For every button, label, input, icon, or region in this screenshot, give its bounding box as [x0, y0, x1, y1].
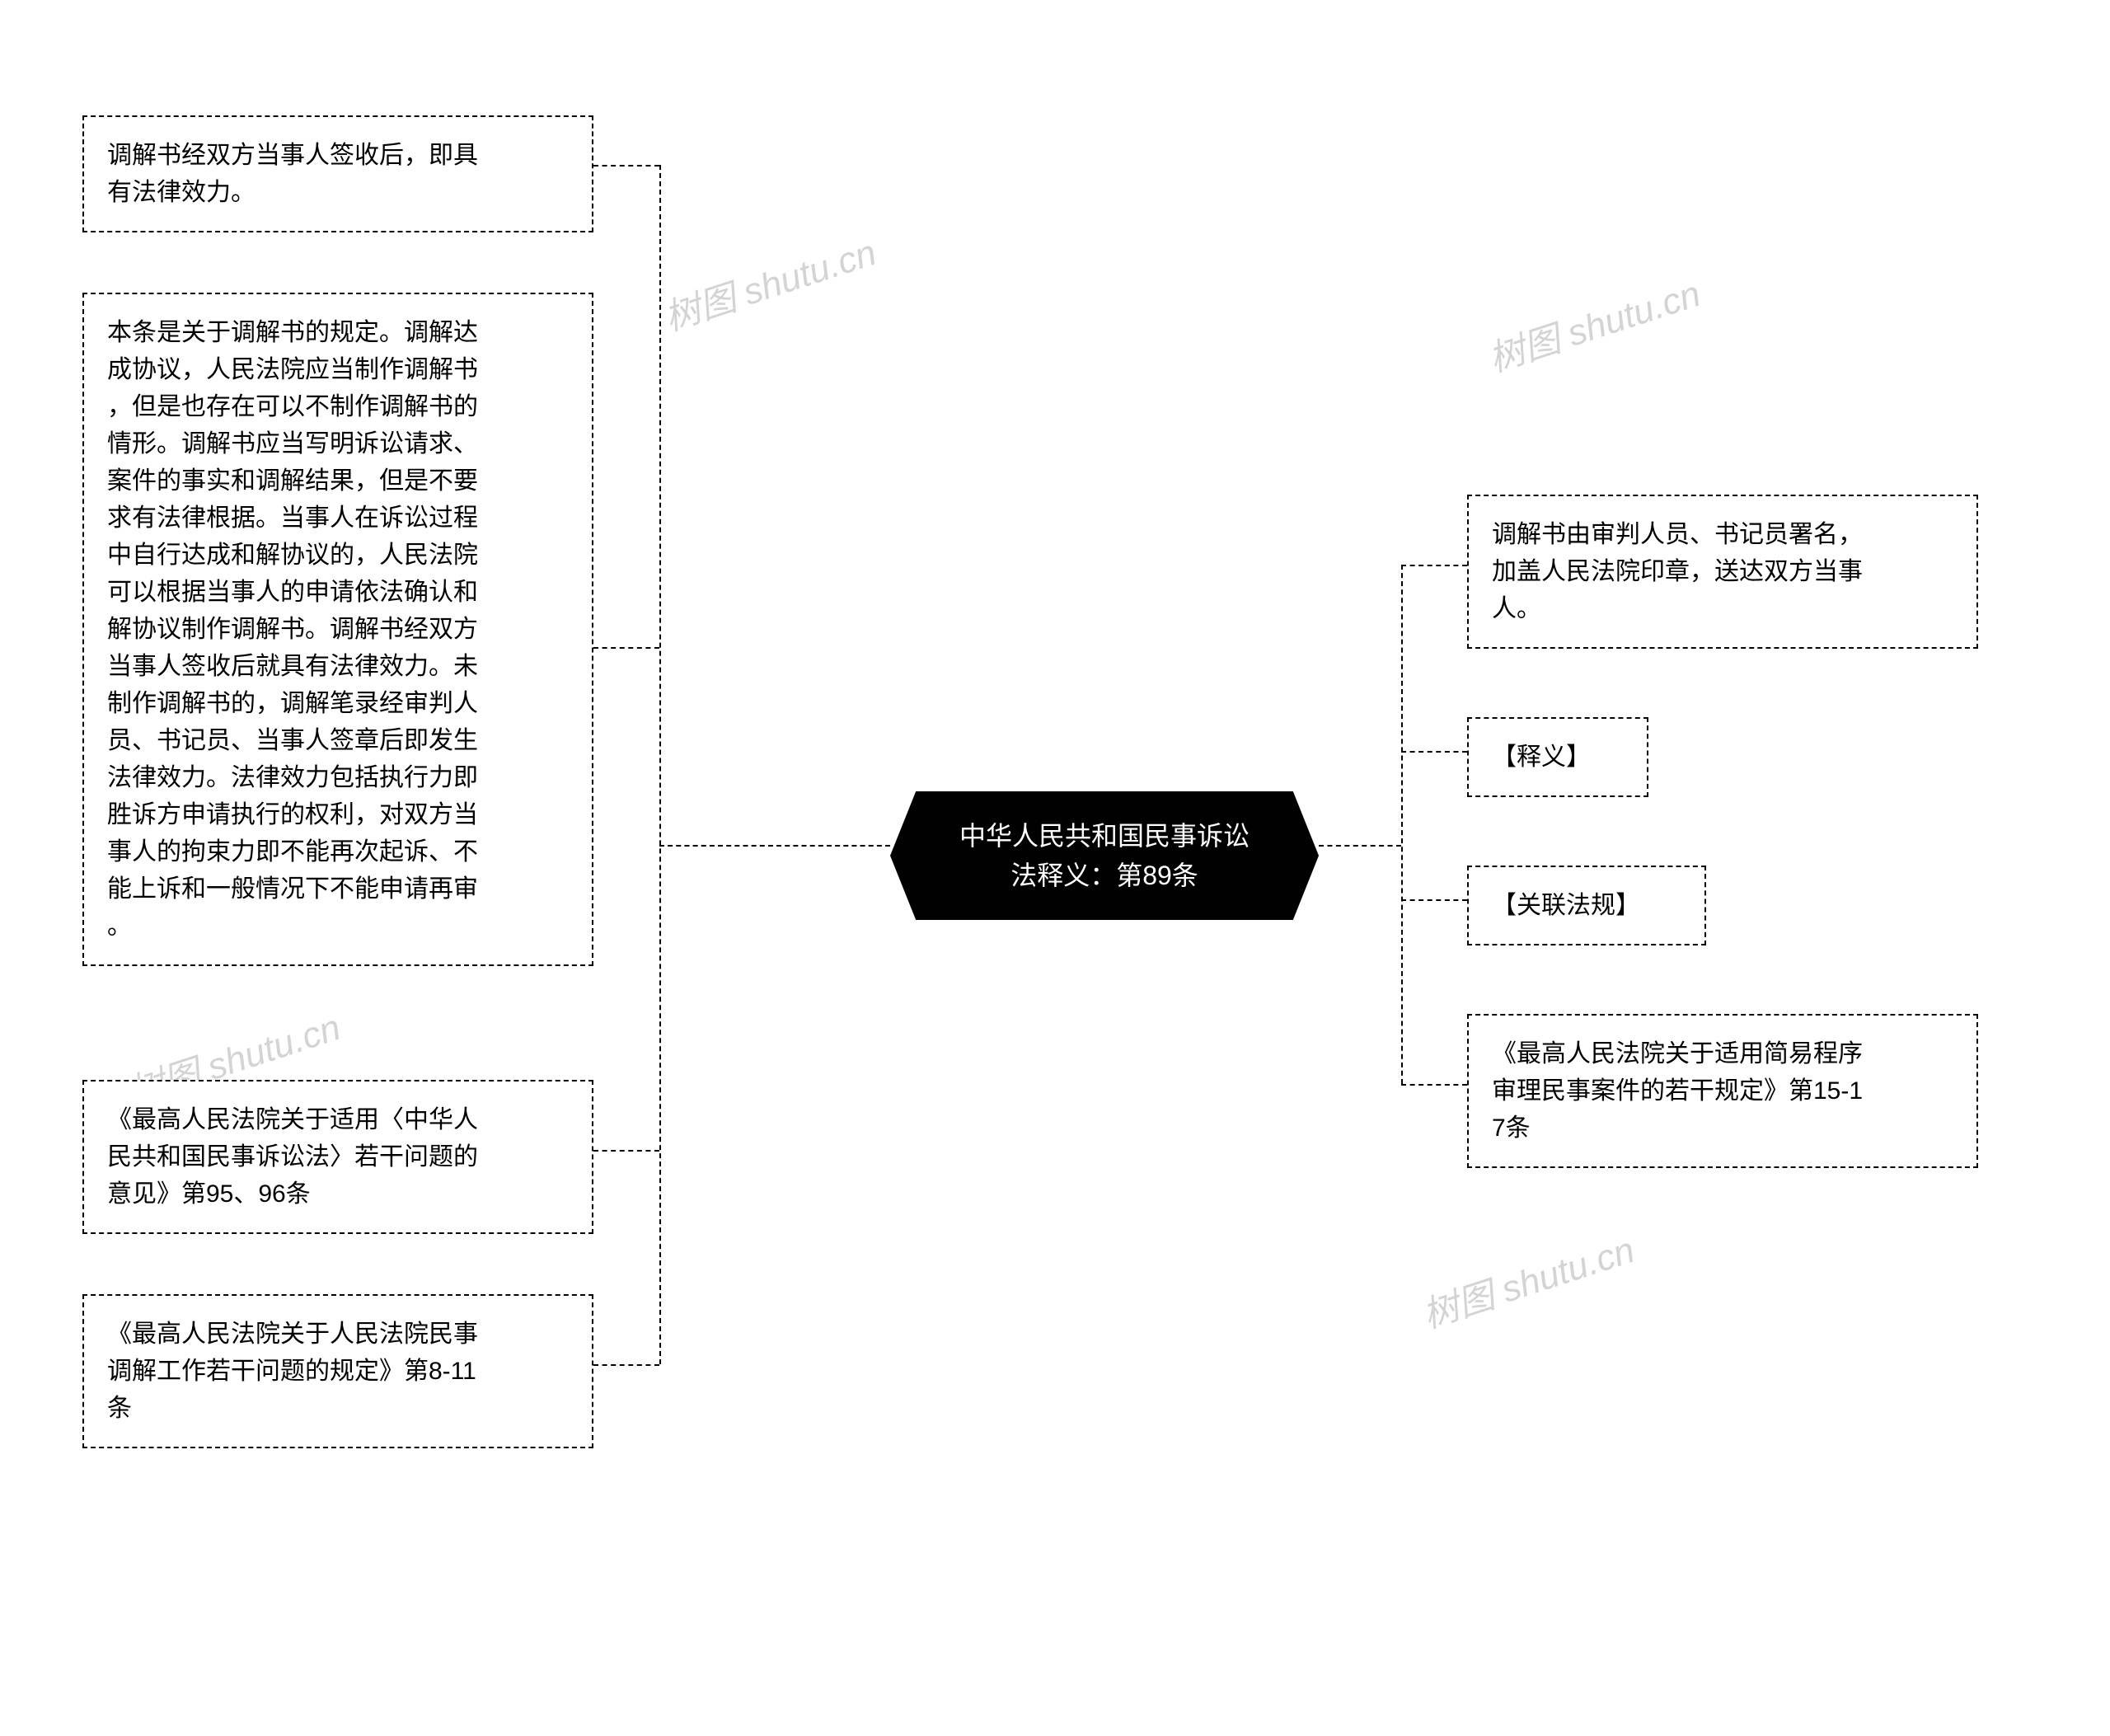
- connector: [593, 1150, 659, 1152]
- node-text: 《最高人民法院关于人民法院民事 调解工作若干问题的规定》第8-11 条: [107, 1321, 478, 1422]
- watermark: 树图 shutu.cn: [657, 223, 882, 340]
- connector: [593, 647, 659, 649]
- connector: [1401, 751, 1467, 753]
- mindmap-canvas: 树图 shutu.cn 树图 shutu.cn 树图 shutu.cn 树图 s…: [0, 0, 2110, 1736]
- connector: [659, 845, 890, 847]
- left-node-2: 本条是关于调解书的规定。调解达 成协议，人民法院应当制作调解书 ，但是也存在可以…: [82, 293, 593, 966]
- connector: [593, 1364, 659, 1366]
- left-node-1: 调解书经双方当事人签收后，即具 有法律效力。: [82, 115, 593, 232]
- connector: [1401, 565, 1403, 1084]
- right-node-3: 【关联法规】: [1467, 866, 1706, 945]
- left-node-3: 《最高人民法院关于适用〈中华人 民共和国民事诉讼法〉若干问题的 意见》第95、9…: [82, 1080, 593, 1234]
- root-text: 中华人民共和国民事诉讼 法释义：第89条: [959, 821, 1250, 890]
- node-text: 本条是关于调解书的规定。调解达 成协议，人民法院应当制作调解书 ，但是也存在可以…: [107, 319, 478, 940]
- connector: [1401, 1084, 1467, 1086]
- node-text: 【释义】: [1492, 744, 1591, 771]
- node-text: 调解书经双方当事人签收后，即具 有法律效力。: [107, 142, 478, 206]
- node-text: 调解书由审判人员、书记员署名， 加盖人民法院印章，送达双方当事 人。: [1492, 521, 1863, 622]
- connector: [1401, 565, 1467, 566]
- left-node-4: 《最高人民法院关于人民法院民事 调解工作若干问题的规定》第8-11 条: [82, 1294, 593, 1448]
- right-node-4: 《最高人民法院关于适用简易程序 审理民事案件的若干规定》第15-1 7条: [1467, 1014, 1978, 1168]
- connector: [659, 165, 661, 1364]
- node-text: 《最高人民法院关于适用简易程序 审理民事案件的若干规定》第15-1 7条: [1492, 1040, 1863, 1142]
- node-text: 《最高人民法院关于适用〈中华人 民共和国民事诉讼法〉若干问题的 意见》第95、9…: [107, 1106, 478, 1208]
- connector: [1401, 899, 1467, 901]
- right-node-2: 【释义】: [1467, 717, 1648, 797]
- connector: [1319, 845, 1401, 847]
- watermark: 树图 shutu.cn: [1481, 264, 1706, 382]
- watermark: 树图 shutu.cn: [1415, 1220, 1640, 1338]
- root-node: 中华人民共和国民事诉讼 法释义：第89条: [890, 791, 1319, 920]
- node-text: 【关联法规】: [1492, 892, 1640, 919]
- connector: [593, 165, 659, 167]
- right-node-1: 调解书由审判人员、书记员署名， 加盖人民法院印章，送达双方当事 人。: [1467, 495, 1978, 649]
